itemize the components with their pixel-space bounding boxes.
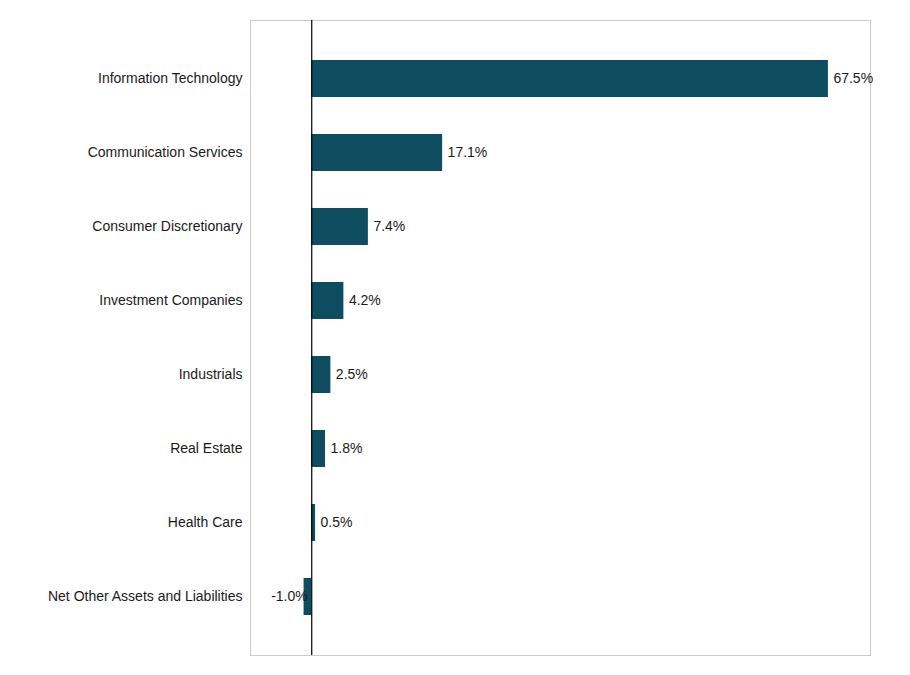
svg-text:Investment Companies: Investment Companies: [99, 292, 242, 308]
svg-text:Health Care: Health Care: [168, 514, 243, 530]
svg-text:4.2%: 4.2%: [349, 292, 381, 308]
svg-text:Real Estate: Real Estate: [170, 440, 243, 456]
svg-text:2.5%: 2.5%: [336, 366, 368, 382]
svg-text:0.5%: 0.5%: [321, 514, 353, 530]
svg-text:1.8%: 1.8%: [331, 440, 363, 456]
svg-text:67.5%: 67.5%: [833, 70, 873, 86]
svg-text:Consumer Discretionary: Consumer Discretionary: [92, 218, 242, 234]
svg-text:7.4%: 7.4%: [373, 218, 405, 234]
svg-text:Communication Services: Communication Services: [88, 144, 243, 160]
svg-text:-1.0%: -1.0%: [271, 588, 308, 604]
svg-text:17.1%: 17.1%: [448, 144, 488, 160]
svg-text:Net Other Assets and Liabiliti: Net Other Assets and Liabilities: [48, 588, 243, 604]
svg-text:Information Technology: Information Technology: [98, 70, 243, 86]
svg-text:Industrials: Industrials: [179, 366, 243, 382]
